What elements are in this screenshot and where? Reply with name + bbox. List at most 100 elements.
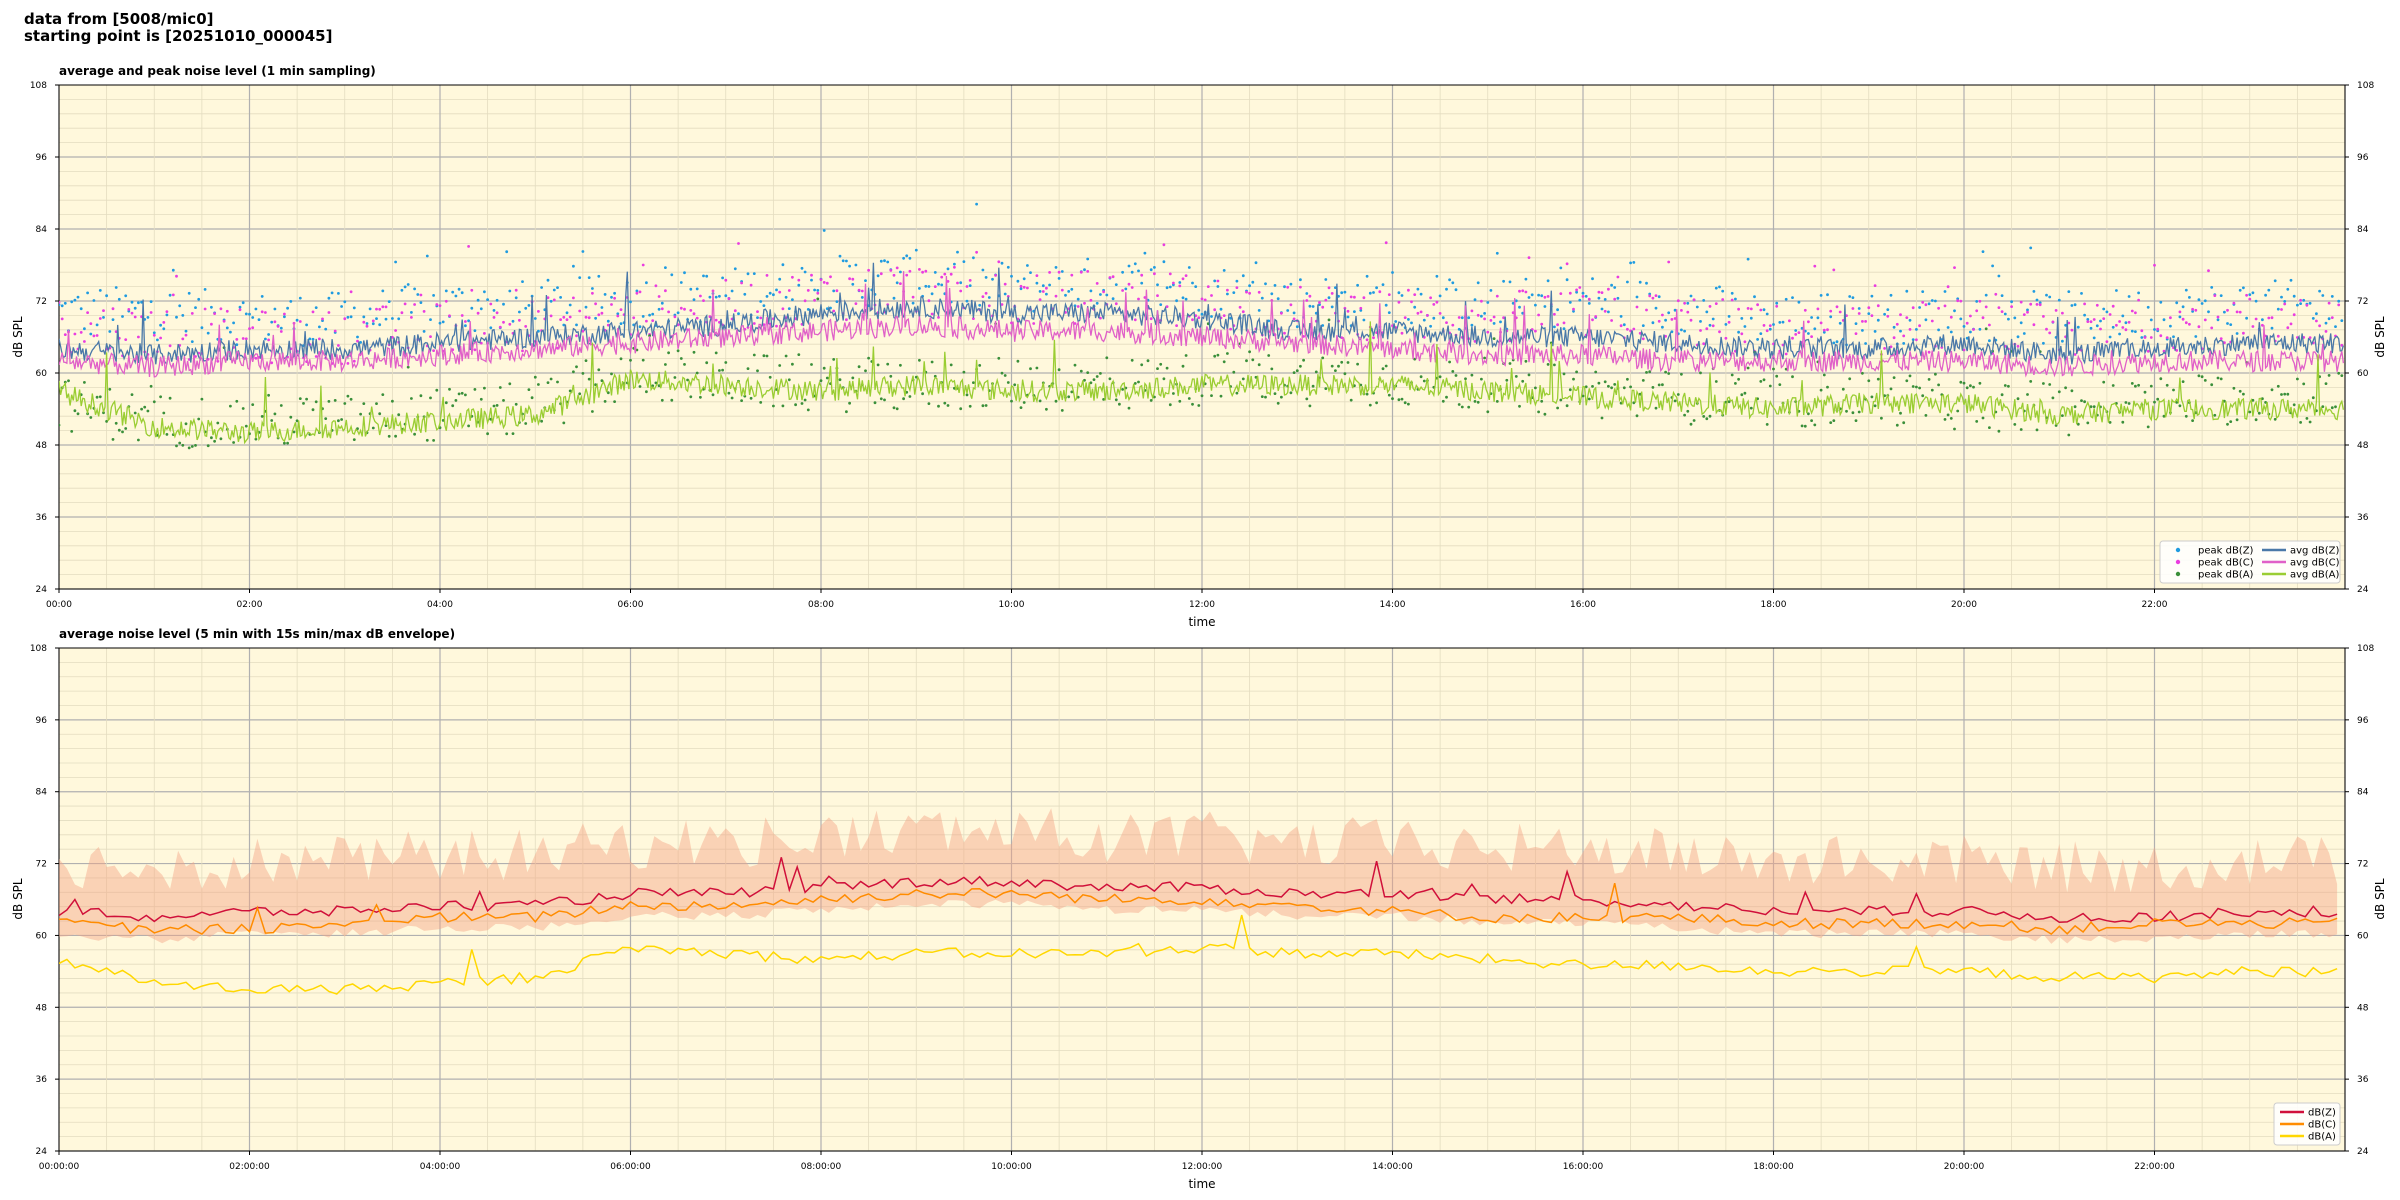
x-tick-label: 22:00:00 — [2134, 1162, 2175, 1172]
peak-point — [2092, 405, 2096, 408]
peak-point — [251, 326, 255, 330]
peak-point — [308, 337, 312, 341]
peak-point — [2207, 269, 2210, 273]
peak-point — [2130, 329, 2134, 333]
peak-point — [2121, 314, 2125, 318]
peak-point — [978, 364, 982, 367]
peak-point — [1381, 283, 1385, 286]
peak-point — [1403, 316, 1407, 319]
peak-point — [994, 274, 997, 277]
peak-point — [664, 266, 667, 269]
peak-point — [270, 320, 274, 324]
peak-point — [1934, 299, 1937, 303]
peak-point — [298, 296, 302, 300]
peak-point — [714, 295, 718, 299]
peak-point — [997, 260, 1001, 264]
peak-point — [1283, 285, 1286, 289]
peak-point — [2207, 310, 2210, 314]
peak-point — [251, 403, 255, 406]
peak-point — [464, 393, 467, 397]
peak-point — [60, 304, 64, 308]
peak-point — [2254, 418, 2258, 422]
peak-point — [1778, 321, 1782, 324]
peak-point — [2254, 299, 2258, 303]
peak-point — [2016, 397, 2020, 401]
peak-point — [403, 285, 407, 289]
peak-point — [1568, 388, 1572, 392]
legend-marker — [2175, 559, 2181, 565]
peak-point — [1822, 328, 1826, 332]
peak-point — [746, 272, 750, 276]
peak-point — [1502, 279, 1505, 283]
peak-point — [2324, 382, 2328, 385]
peak-point — [1730, 291, 1734, 295]
peak-point — [2162, 318, 2166, 322]
peak-point — [1934, 372, 1937, 376]
peak-point — [1587, 302, 1591, 305]
peak-point — [1946, 326, 1950, 329]
peak-point — [1222, 269, 1226, 272]
peak-point — [1854, 322, 1858, 325]
peak-point — [2127, 402, 2131, 405]
peak-point — [333, 329, 337, 333]
peak-point — [1260, 395, 1264, 398]
peak-point — [597, 274, 601, 278]
x-tick-label: 08:00 — [808, 600, 834, 610]
peak-point — [1403, 401, 1407, 405]
peak-point — [762, 304, 766, 307]
peak-point — [1089, 298, 1093, 302]
peak-point — [1153, 272, 1156, 276]
peak-point — [130, 311, 134, 315]
peak-point — [1953, 309, 1956, 313]
peak-point — [1727, 320, 1731, 324]
peak-point — [498, 325, 502, 329]
chart-2-title: average noise level (5 min with 15s min/… — [59, 627, 455, 641]
y-tick-label: 60 — [2357, 931, 2369, 941]
peak-point — [765, 354, 769, 358]
peak-point — [1962, 381, 1966, 385]
peak-point — [63, 333, 67, 336]
peak-point — [556, 346, 559, 350]
peak-point — [1749, 316, 1753, 320]
peak-point — [318, 325, 321, 329]
peak-point — [1794, 333, 1798, 336]
peak-point — [238, 308, 242, 312]
peak-point — [2289, 278, 2293, 282]
peak-point — [1451, 281, 1455, 285]
peak-point — [2035, 428, 2039, 432]
peak-point — [1213, 308, 1217, 312]
peak-point — [2070, 389, 2074, 393]
plot-marks — [59, 202, 2345, 450]
peak-point — [2327, 374, 2331, 377]
peak-point — [1714, 380, 1718, 383]
peak-point — [2137, 291, 2141, 295]
peak-point — [241, 337, 245, 340]
peak-point — [524, 422, 528, 425]
peak-point — [365, 324, 369, 328]
peak-point — [2073, 353, 2077, 356]
peak-point — [1330, 364, 1334, 368]
peak-point — [676, 349, 680, 353]
peak-point — [1038, 298, 1042, 301]
peak-point — [2102, 380, 2106, 384]
peak-point — [832, 358, 836, 361]
peak-point — [899, 363, 902, 367]
peak-point — [83, 327, 86, 331]
peak-point — [965, 285, 969, 288]
peak-point — [1921, 290, 1925, 293]
peak-point — [1737, 330, 1740, 334]
peak-point — [391, 399, 394, 403]
peak-point — [1584, 385, 1588, 389]
chart-1: average and peak noise level (1 min samp… — [11, 64, 2387, 629]
peak-point — [89, 416, 93, 419]
peak-point — [1816, 316, 1820, 320]
peak-point — [1495, 294, 1499, 298]
peak-point — [184, 333, 188, 337]
peak-point — [581, 250, 585, 253]
peak-point — [714, 351, 718, 355]
peak-point — [759, 300, 763, 303]
peak-point — [616, 312, 620, 316]
peak-point — [724, 294, 728, 298]
peak-point — [1476, 313, 1480, 317]
peak-point — [79, 307, 83, 311]
